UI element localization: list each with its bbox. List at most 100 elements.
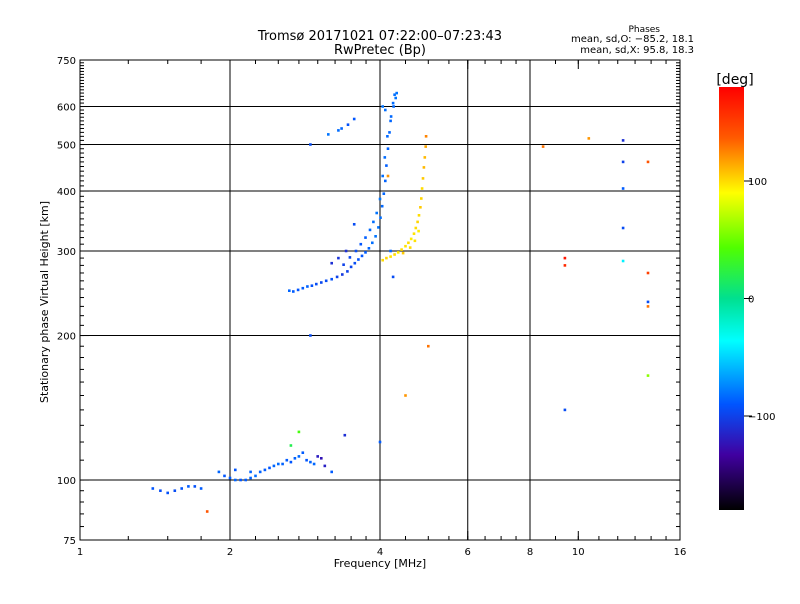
chart-subtitle: RwPretec (Bp) [334,43,426,58]
data-point [414,226,418,230]
data-point [293,457,297,460]
data-point [349,265,353,269]
data-point [389,115,393,118]
data-point [382,192,386,195]
data-point [354,249,358,253]
data-point [420,197,423,200]
data-point [258,470,262,474]
data-point [173,489,177,492]
data-point [352,117,356,121]
data-point [292,290,295,293]
data-point [359,242,363,246]
data-point [320,457,323,460]
y-tick-label: 600 [57,103,76,114]
y-tick-label: 750 [57,56,76,67]
data-point [383,156,387,159]
data-point [205,510,209,513]
data-point [391,275,395,279]
data-point [330,261,333,265]
data-point [646,271,650,275]
chart-title: Tromsø 20171021 07:22:00–07:23:43 [257,29,502,44]
data-point [346,123,350,126]
data-point [541,145,545,148]
x-tick-label: 1 [77,547,83,558]
data-point [217,470,221,474]
data-point [389,249,392,253]
data-point [272,464,276,468]
colorbar-tick-label: 100 [748,177,767,188]
data-point [341,273,344,276]
data-point [621,187,625,190]
data-point [621,160,625,164]
data-point [386,135,389,138]
x-tick-label: 6 [465,547,471,558]
data-point [234,468,237,472]
data-point [223,474,226,478]
y-tick-label: 200 [57,332,76,343]
data-point [419,206,422,209]
colorbar [719,87,744,510]
data-point [289,460,293,464]
data-point [401,251,405,255]
colorbar-ticks: 100 0 −100 [744,177,775,423]
data-point [239,478,242,482]
data-point [301,451,305,454]
data-point [330,277,333,281]
data-point [315,282,318,286]
data-point [417,229,420,233]
data-point [309,460,312,464]
data-point [621,259,625,263]
data-point [384,108,387,112]
y-tick-label: 100 [57,476,76,487]
colorbar-label: [deg] [716,72,753,88]
data-point [268,466,271,470]
data-point [621,139,625,142]
data-point [297,430,301,434]
data-point [371,241,374,245]
data-point [254,474,257,478]
data-point [374,235,377,238]
data-point [379,216,382,219]
data-point [404,244,407,248]
x-axis-label: Frequency [MHz] [334,557,426,570]
data-point [388,131,391,134]
phases-legend-o: mean, sd,O: −85.2, 18.1 [571,34,694,45]
data-point [400,248,403,251]
data-point [416,220,419,224]
data-point [385,256,388,260]
data-point [396,251,400,254]
data-point [393,93,396,96]
y-tick-label: 300 [57,247,76,258]
x-tick-label: 10 [572,547,585,558]
data-point [166,491,169,495]
x-tick-label: 4 [377,547,383,558]
data-point [353,261,357,265]
data-point [346,270,349,273]
data-point [407,241,410,245]
data-point [404,394,407,397]
y-axis-label: Stationary phase Virtual Height [km] [38,201,51,403]
data-point [409,237,413,241]
data-point [309,143,312,146]
data-point [563,264,567,267]
data-point [228,476,232,480]
data-point [310,284,314,287]
data-points [151,91,650,513]
data-point [151,487,155,490]
data-point [312,462,316,466]
data-point [180,487,183,490]
phases-legend-title: Phases [628,25,660,35]
data-point [391,101,395,105]
data-point [563,408,567,412]
data-point [281,462,284,466]
data-point [330,470,333,474]
y-tick-label: 500 [57,141,76,152]
data-point [306,285,309,288]
x-tick-label: 8 [527,547,533,558]
data-point [340,127,343,130]
data-point [377,226,380,229]
data-point [389,119,392,123]
data-point [421,177,425,180]
data-point [199,487,203,490]
x-tick-label: 16 [674,547,687,558]
